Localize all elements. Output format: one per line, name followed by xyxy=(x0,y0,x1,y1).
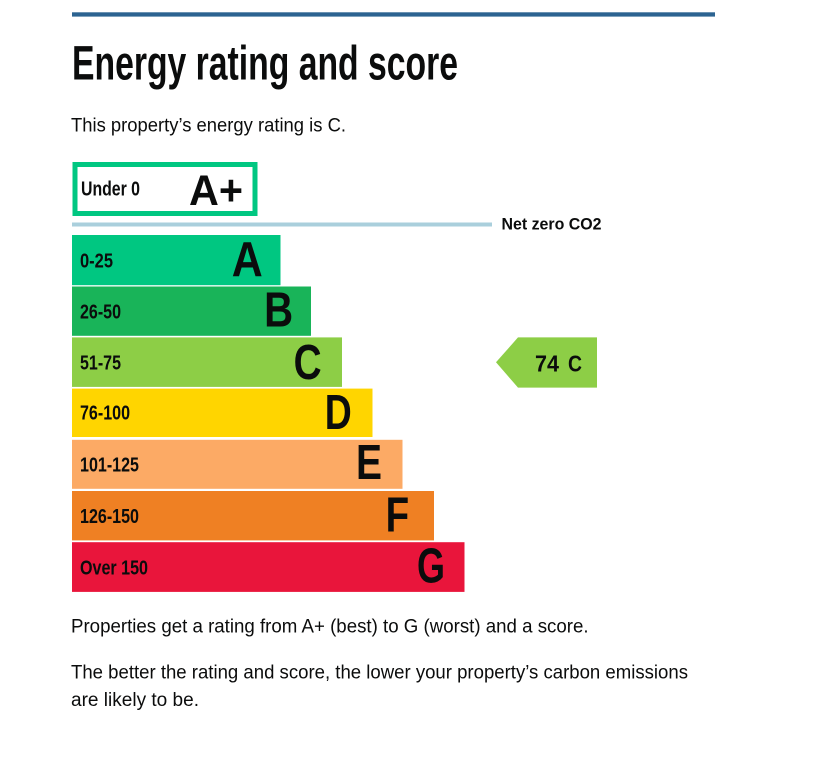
svg-text:Under 0: Under 0 xyxy=(81,179,140,201)
svg-text:B: B xyxy=(264,283,293,337)
svg-text:This property’s energy rating: This property’s energy rating is C. xyxy=(71,116,346,137)
svg-text:76-100: 76-100 xyxy=(80,402,130,424)
svg-text:C: C xyxy=(568,350,582,376)
svg-text:Over 150: Over 150 xyxy=(80,557,148,579)
svg-text:F: F xyxy=(386,488,410,542)
svg-text:G: G xyxy=(417,539,445,593)
svg-text:are likely to be.: are likely to be. xyxy=(71,690,199,711)
svg-text:101-125: 101-125 xyxy=(80,455,139,477)
svg-text:Energy rating and score: Energy rating and score xyxy=(72,38,458,91)
svg-text:Net zero CO2: Net zero CO2 xyxy=(502,216,602,234)
svg-text:51-75: 51-75 xyxy=(80,353,121,375)
svg-text:C: C xyxy=(294,336,322,390)
svg-text:A: A xyxy=(232,233,263,287)
svg-text:Properties get a rating from A: Properties get a rating from A+ (best) t… xyxy=(71,617,589,638)
svg-text:126-150: 126-150 xyxy=(80,506,139,528)
svg-text:The better the rating and scor: The better the rating and score, the low… xyxy=(71,663,688,684)
svg-text:D: D xyxy=(325,386,352,440)
svg-text:26-50: 26-50 xyxy=(80,302,121,324)
svg-text:A+: A+ xyxy=(189,167,243,215)
svg-text:E: E xyxy=(356,436,382,490)
svg-text:0-25: 0-25 xyxy=(80,250,113,272)
svg-text:74: 74 xyxy=(535,350,559,376)
